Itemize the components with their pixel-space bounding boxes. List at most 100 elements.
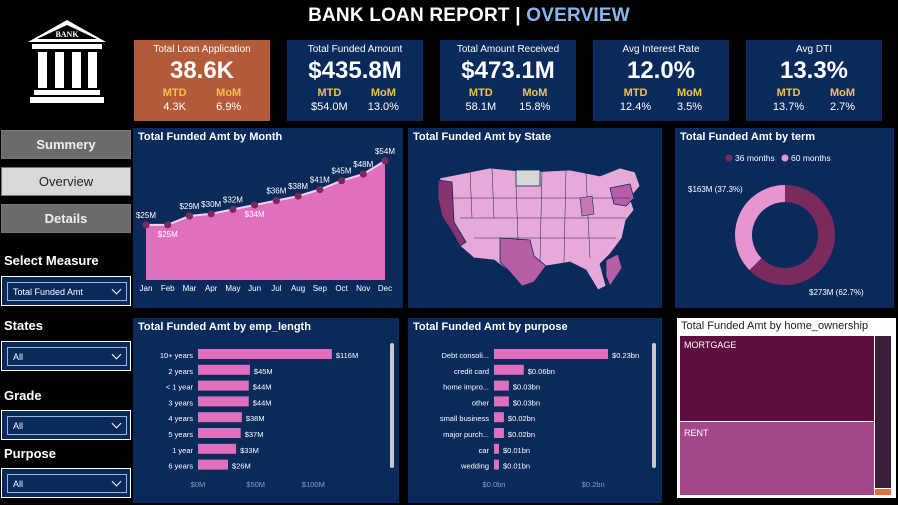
kpi-card-dti[interactable]: Avg DTI 13.3% MTD 13.7% MoM 2.7% <box>746 40 882 121</box>
data-point <box>359 170 367 178</box>
y-tick-label: home impro... <box>443 383 489 392</box>
kpi-title: Avg DTI <box>796 44 832 55</box>
x-tick-label: $50M <box>246 480 265 489</box>
month-chart-panel: Total Funded Amt by Month $25M Jan $25M Feb… <box>133 128 403 308</box>
bar <box>198 364 250 375</box>
y-tick-label: wedding <box>460 462 489 471</box>
term-chart-panel: Total Funded Amt by term 36 months 60 mon… <box>675 128 894 308</box>
data-label: $38M <box>246 414 265 423</box>
data-label: $0.01bn <box>503 446 530 455</box>
data-label: $29M <box>179 202 199 211</box>
area-fill <box>146 160 385 280</box>
panel-title: Total Funded Amt by State <box>413 131 552 143</box>
nav-details-button[interactable]: Details <box>1 204 131 233</box>
data-label: $45M <box>254 367 273 376</box>
x-tick-label: Aug <box>291 284 305 293</box>
measure-dropdown[interactable]: Total Funded Amt <box>1 276 131 306</box>
x-tick-label: $0.2bn <box>582 480 605 489</box>
purpose-dropdown[interactable]: All <box>1 468 131 498</box>
y-tick-label: 5 years <box>168 430 193 439</box>
scrollbar[interactable] <box>390 343 394 468</box>
chevron-down-icon <box>111 284 122 295</box>
y-tick-label: small business <box>440 414 489 423</box>
mom-label: MoM <box>522 87 548 99</box>
kpi-value: 12.0% <box>626 57 696 84</box>
data-point <box>251 201 259 209</box>
kpi-value: 38.6K <box>169 57 235 84</box>
x-tick-label: Feb <box>161 284 175 293</box>
home-ownership-panel: Total Funded Amt by home_ownership MORTG… <box>677 318 896 498</box>
x-tick-label: May <box>225 284 240 293</box>
panel-title: Total Funded Amt by Month <box>138 131 283 143</box>
mtd-label: MTD <box>162 87 187 99</box>
bar <box>494 443 499 454</box>
kpi-title: Total Funded Amount <box>307 44 403 55</box>
bar <box>494 380 509 391</box>
legend-swatch <box>781 154 789 162</box>
x-tick-label: Sep <box>313 284 328 293</box>
data-label: $0.23bn <box>612 351 639 360</box>
bar <box>198 412 242 423</box>
y-tick-label: credit card <box>454 367 489 376</box>
chevron-down-icon <box>111 349 122 360</box>
data-label: $54M <box>375 147 395 156</box>
y-tick-label: car <box>479 446 490 455</box>
y-tick-label: other <box>472 398 490 407</box>
kpi-title: Avg Interest Rate <box>622 44 700 55</box>
grade-dropdown[interactable]: All <box>1 410 131 440</box>
mom-label: MoM <box>677 87 703 99</box>
data-label: $25M <box>158 230 178 239</box>
treemap-rent[interactable]: RENT <box>680 422 874 495</box>
data-point <box>207 210 215 218</box>
kpi-card-amount-received[interactable]: Total Amount Received $473.1M MTD 58.1M Mo… <box>440 40 576 121</box>
data-label: $163M (37.3%) <box>688 185 743 194</box>
x-tick-label: Mar <box>183 284 197 293</box>
kpi-card-loan-applications[interactable]: Total Loan Application 38.6K MTD 4.3K MoM 6… <box>134 40 270 121</box>
treemap-other[interactable] <box>875 336 891 488</box>
nav-summery-button[interactable]: Summery <box>1 130 131 159</box>
kpi-title: Total Loan Application <box>153 44 251 55</box>
x-tick-label: Jul <box>271 284 281 293</box>
page-title: BANK LOAN REPORT | OVERVIEW <box>0 5 898 27</box>
mtd-label: MTD <box>776 87 801 99</box>
data-label: $25M <box>136 211 156 220</box>
mom-value: 6.9% <box>216 101 242 113</box>
x-tick-label: Oct <box>335 284 348 293</box>
states-dropdown[interactable]: All <box>1 341 131 371</box>
purpose-value: All <box>13 479 24 489</box>
data-label: $41M <box>310 176 330 185</box>
title-accent: OVERVIEW <box>526 5 630 26</box>
bar <box>494 412 504 423</box>
emp-length-chart-panel: Total Funded Amt by emp_length 10+ years… <box>133 318 399 503</box>
scrollbar[interactable] <box>652 343 656 468</box>
chevron-down-icon <box>111 418 122 429</box>
data-point <box>272 196 280 205</box>
y-tick-label: 2 years <box>168 367 193 376</box>
kpi-card-interest-rate[interactable]: Avg Interest Rate 12.0% MTD 12.4% MoM 3.5% <box>593 40 729 121</box>
data-point <box>337 177 346 185</box>
bar <box>198 349 332 359</box>
mtd-label: MTD <box>468 87 493 99</box>
month-area-chart: $25M Jan $25M Feb $29M Mar $30M Apr $32M May $34M J… <box>136 147 395 293</box>
us-map-icon <box>437 167 641 291</box>
bar <box>198 459 228 470</box>
purpose-bar-chart: Debt consoli... $0.23bn credit card $0.06bn… <box>440 349 639 489</box>
bar <box>494 349 609 359</box>
y-tick-label: Debt consoli... <box>441 351 489 360</box>
treemap-mortgage[interactable]: MORTGAGE <box>680 336 874 421</box>
bar <box>494 459 499 470</box>
data-label: $45M <box>332 167 352 176</box>
mtd-value: 13.7% <box>772 101 805 113</box>
treemap-own[interactable] <box>875 489 891 495</box>
states-label: States <box>4 318 44 333</box>
mtd-value: $54.0M <box>311 101 348 113</box>
data-point <box>229 205 237 213</box>
kpi-card-funded-amount[interactable]: Total Funded Amount $435.8M MTD $54.0M MoM… <box>287 40 423 121</box>
legend-label: 36 months <box>735 153 775 163</box>
data-label: $0.06bn <box>528 367 555 376</box>
data-label: $44M <box>253 398 272 407</box>
x-tick-label: Jan <box>140 284 153 293</box>
nav-overview-button[interactable]: Overview <box>1 167 131 196</box>
mom-label: MoM <box>370 87 396 99</box>
kpi-value: 13.3% <box>779 57 849 84</box>
